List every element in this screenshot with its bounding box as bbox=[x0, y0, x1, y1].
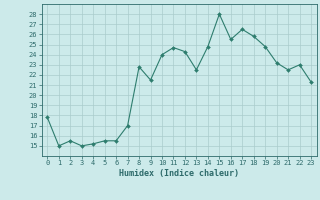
X-axis label: Humidex (Indice chaleur): Humidex (Indice chaleur) bbox=[119, 169, 239, 178]
